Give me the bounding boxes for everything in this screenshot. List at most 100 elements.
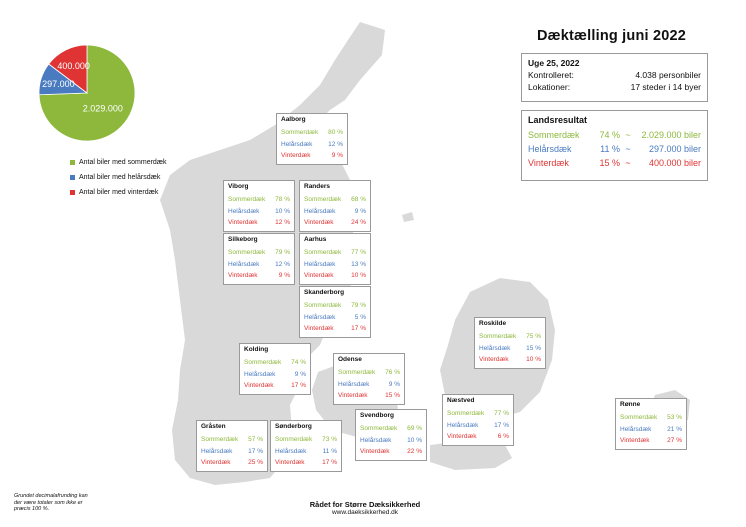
row-value: 10 % <box>275 207 290 215</box>
row-label: Vinterdæk <box>338 392 368 399</box>
row-value: 9 % <box>331 152 343 159</box>
city-name: Aalborg <box>281 116 306 123</box>
row-label: Sommerdæk <box>338 369 376 376</box>
city-row-helaar: Helårsdæk 12 % <box>228 259 290 271</box>
city-box-soenderborg: Sønderborg Sommerdæk 73 % Helårsdæk 11 % V… <box>270 420 342 472</box>
row-value: 75 % <box>526 333 541 340</box>
row-value: 74 % <box>291 359 306 366</box>
row-value: 78 % <box>275 196 290 203</box>
row-label: Sommerdæk <box>228 249 266 256</box>
row-label: Helårsdæk <box>447 421 479 429</box>
row-value: 17 % <box>494 421 509 429</box>
city-row-sommer: Sommerdæk 80 % <box>281 127 343 139</box>
city-box-randers: Randers Sommerdæk 68 % Helårsdæk 9 % Vinte… <box>299 180 371 232</box>
row-label: Vinterdæk <box>620 437 650 444</box>
row-label: Helårsdæk <box>281 140 313 148</box>
row-label: Sommerdæk <box>275 436 313 443</box>
legend-swatch-vinter <box>70 190 75 195</box>
city-name: Sønderborg <box>275 423 312 430</box>
national-sep: ~ <box>625 130 631 140</box>
footer-org: Rådet for Større Dæksikkerhed <box>309 500 421 509</box>
city-name: Gråsten <box>201 423 226 430</box>
national-label: Vinterdæk <box>528 158 569 168</box>
row-value: 24 % <box>351 219 366 226</box>
city-row-vinter: Vinterdæk 17 % <box>275 457 337 469</box>
city-row-helaar: Helårsdæk 11 % <box>275 446 337 458</box>
row-label: Vinterdæk <box>304 272 334 279</box>
row-label: Vinterdæk <box>228 272 258 279</box>
city-name: Odense <box>338 356 362 363</box>
row-label: Helårsdæk <box>338 380 370 388</box>
info-value: 17 steder i 14 byer <box>630 81 701 92</box>
national-label: Helårsdæk <box>528 144 572 154</box>
city-box-viborg: Viborg Sommerdæk 78 % Helårsdæk 10 % Vinte… <box>223 180 295 232</box>
city-box-naestved: Næstved Sommerdæk 77 % Helårsdæk 17 % Vint… <box>442 394 514 446</box>
city-row-vinter: Vinterdæk 17 % <box>244 380 306 392</box>
city-box-odense: Odense Sommerdæk 76 % Helårsdæk 9 % Vinter… <box>333 353 405 405</box>
legend-item-vinter: Antal biler med vinterdæk <box>70 188 180 197</box>
row-label: Vinterdæk <box>479 356 509 363</box>
city-row-vinter: Vinterdæk 9 % <box>228 270 290 282</box>
row-label: Vinterdæk <box>447 433 477 440</box>
row-label: Sommerdæk <box>244 359 282 366</box>
city-box-silkeborg: Silkeborg Sommerdæk 79 % Helårsdæk 12 % Vi… <box>223 233 295 285</box>
city-box-skanderborg: Skanderborg Sommerdæk 79 % Helårsdæk 5 % V… <box>299 286 371 338</box>
row-label: Sommerdæk <box>228 196 266 203</box>
city-row-vinter: Vinterdæk 12 % <box>228 217 290 229</box>
national-pct: 15 % <box>599 158 620 168</box>
city-row-sommer: Sommerdæk 77 % <box>304 247 366 259</box>
row-value: 10 % <box>407 436 422 444</box>
city-row-vinter: Vinterdæk 6 % <box>447 431 509 443</box>
row-label: Sommerdæk <box>201 436 239 443</box>
survey-info-box: Uge 25, 2022 Kontrolleret: 4.038 personb… <box>521 53 708 102</box>
national-count: 297.000 biler <box>648 144 701 154</box>
national-row-sommer: Sommerdæk 74 % ~ 2.029.000 biler <box>528 128 701 142</box>
city-row-sommer: Sommerdæk 74 % <box>244 357 306 369</box>
city-row-helaar: Helårsdæk 9 % <box>244 369 306 381</box>
info-row-lokationer: Lokationer: 17 steder i 14 byer <box>528 82 701 94</box>
row-value: 22 % <box>407 448 422 455</box>
legend-item-sommer: Antal biler med sommerdæk <box>70 158 180 167</box>
city-box-graasten: Gråsten Sommerdæk 57 % Helårsdæk 17 % Vint… <box>196 420 268 472</box>
row-value: 17 % <box>351 325 366 332</box>
pie-label-vinter: 400.000 <box>57 61 90 71</box>
page-title: Dæktælling juni 2022 <box>537 28 687 44</box>
city-row-vinter: Vinterdæk 24 % <box>304 217 366 229</box>
city-row-helaar: Helårsdæk 17 % <box>447 420 509 432</box>
pie-legend: Antal biler med sommerdæk Antal biler me… <box>70 158 180 203</box>
city-row-sommer: Sommerdæk 75 % <box>479 331 541 343</box>
city-row-sommer: Sommerdæk 57 % <box>201 434 263 446</box>
row-value: 17 % <box>322 459 337 466</box>
row-value: 9 % <box>294 370 306 378</box>
national-row-vinter: Vinterdæk 15 % ~ 400.000 biler <box>528 156 701 170</box>
city-name: Kolding <box>244 346 269 353</box>
city-row-vinter: Vinterdæk 25 % <box>201 457 263 469</box>
city-row-vinter: Vinterdæk 22 % <box>360 446 422 458</box>
row-value: 17 % <box>291 382 306 389</box>
row-label: Helårsdæk <box>275 447 307 455</box>
row-value: 15 % <box>526 344 541 352</box>
row-label: Sommerdæk <box>281 129 319 136</box>
info-label: Lokationer: <box>528 81 571 92</box>
pie-label-helaar: 297.000 <box>42 79 75 89</box>
national-sep: ~ <box>625 144 631 154</box>
legend-label-sommer: Antal biler med sommerdæk <box>79 159 167 166</box>
national-result-box: Landsresultat Sommerdæk 74 % ~ 2.029.000… <box>521 110 708 181</box>
footer-url[interactable]: www.daeksikkerhed.dk <box>331 509 399 516</box>
row-value: 25 % <box>248 459 263 466</box>
row-label: Sommerdæk <box>304 249 342 256</box>
row-value: 77 % <box>351 249 366 256</box>
row-value: 77 % <box>494 410 509 417</box>
row-label: Vinterdæk <box>228 219 258 226</box>
row-value: 9 % <box>388 380 400 388</box>
legend-item-helaar: Antal biler med helårsdæk <box>70 173 180 182</box>
city-row-helaar: Helårsdæk 17 % <box>201 446 263 458</box>
city-name: Viborg <box>228 183 249 190</box>
row-label: Helårsdæk <box>228 207 260 215</box>
row-value: 68 % <box>351 196 366 203</box>
city-row-helaar: Helårsdæk 9 % <box>304 206 366 218</box>
row-value: 6 % <box>497 433 509 440</box>
row-value: 10 % <box>526 356 541 363</box>
row-label: Helårsdæk <box>304 260 336 268</box>
city-box-roskilde: Roskilde Sommerdæk 75 % Helårsdæk 15 % Vin… <box>474 317 546 369</box>
